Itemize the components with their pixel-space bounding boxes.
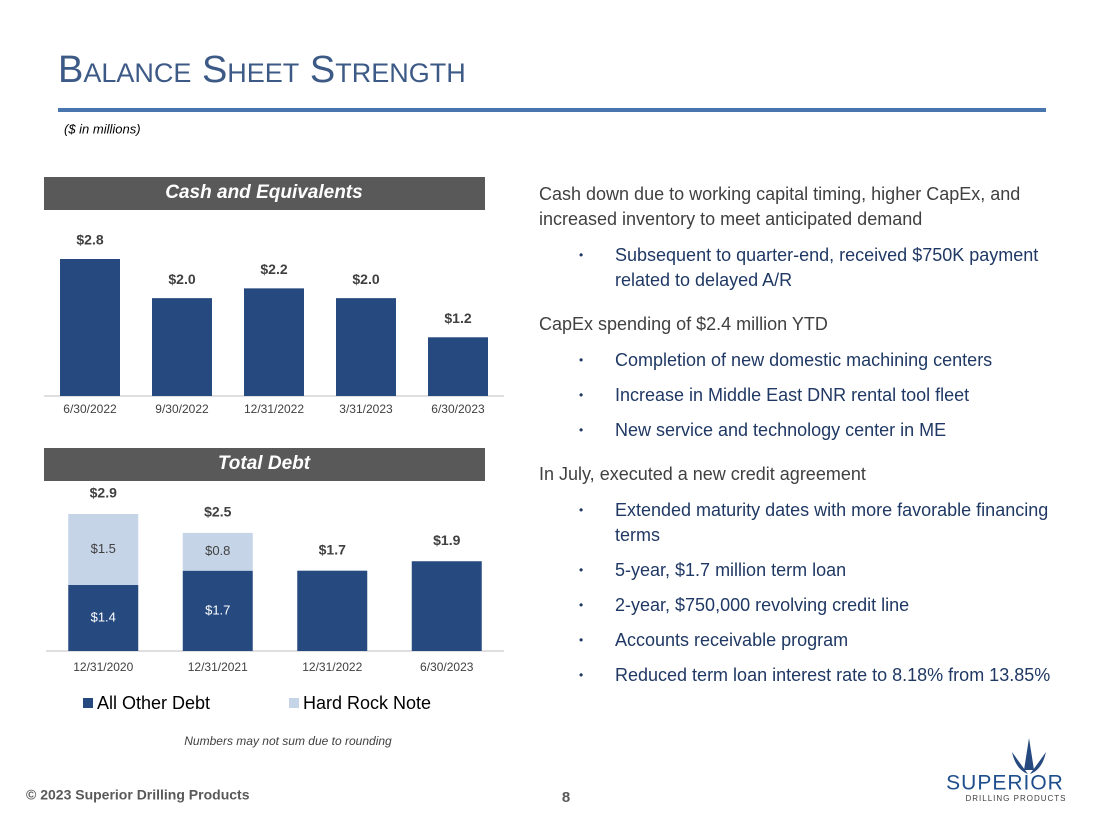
copyright: © 2023 Superior Drilling Products	[26, 787, 250, 803]
value-label: $2.0	[168, 271, 195, 287]
bar-segment	[297, 570, 368, 651]
logo-name: SUPERIOR	[946, 772, 1064, 795]
bar	[428, 337, 488, 396]
bullet: Subsequent to quarter-end, received $750…	[539, 243, 1055, 293]
bullet-list: Extended maturity dates with more favora…	[539, 498, 1069, 688]
title-rule	[58, 108, 1046, 112]
legend-label: All Other Debt	[97, 693, 210, 713]
total-label: $1.7	[319, 541, 346, 557]
x-tick-label: 6/30/2023	[431, 402, 485, 416]
bullet: Reduced term loan interest rate to 8.18%…	[539, 663, 1055, 688]
segment-label: $1.7	[205, 602, 230, 617]
segment-label: $1.5	[91, 541, 116, 556]
legend-swatch	[83, 698, 93, 708]
chart-header	[44, 448, 485, 481]
bullet-list: Subsequent to quarter-end, received $750…	[539, 243, 1069, 293]
subtitle: ($ in millions)	[64, 121, 141, 136]
total-label: $2.5	[204, 504, 231, 520]
slide-title: Balance Sheet Strength	[58, 49, 466, 91]
body-text: Cash down due to working capital timing,…	[539, 182, 1069, 707]
legend-swatch	[289, 698, 299, 708]
chart-title: Cash and Equivalents	[165, 182, 362, 203]
bar-segment	[68, 584, 139, 651]
bullet: 2-year, $750,000 revolving credit line	[539, 593, 1055, 618]
x-tick-label: 12/31/2021	[188, 660, 248, 674]
bar-segment	[411, 561, 482, 651]
bullet: Increase in Middle East DNR rental tool …	[539, 383, 1055, 408]
bar	[60, 259, 120, 396]
bar	[152, 298, 212, 396]
paragraph: Cash down due to working capital timing,…	[539, 184, 1021, 229]
value-label: $2.8	[76, 232, 103, 248]
value-label: $2.2	[260, 261, 287, 277]
chart-header	[44, 177, 485, 210]
segment-label: $0.8	[205, 543, 230, 558]
bullet: Accounts receivable program	[539, 628, 1055, 653]
paragraph: CapEx spending of $2.4 million YTD	[539, 314, 828, 334]
bullet-list: Completion of new domestic machining cen…	[539, 348, 1069, 443]
page-number: 8	[562, 789, 570, 806]
logo-tagline: DRILLING PRODUCTS	[965, 794, 1066, 803]
x-tick-label: 12/31/2022	[302, 660, 362, 674]
logo-icon	[1012, 738, 1046, 774]
bar-segment	[68, 514, 139, 585]
bar	[244, 288, 304, 396]
x-tick-label: 3/31/2023	[339, 402, 393, 416]
x-tick-label: 6/30/2022	[63, 402, 117, 416]
x-tick-label: 12/31/2020	[73, 660, 133, 674]
total-label: $2.9	[90, 485, 117, 501]
bullet: Extended maturity dates with more favora…	[539, 498, 1055, 548]
chart-note: Numbers may not sum due to rounding	[184, 734, 392, 748]
x-tick-label: 12/31/2022	[244, 402, 304, 416]
x-tick-label: 9/30/2022	[155, 402, 209, 416]
value-label: $2.0	[352, 271, 379, 287]
bullet: 5-year, $1.7 million term loan	[539, 558, 1055, 583]
value-label: $1.2	[444, 310, 471, 326]
bullet: Completion of new domestic machining cen…	[539, 348, 1055, 373]
segment-label: $1.4	[91, 609, 116, 624]
legend-label: Hard Rock Note	[303, 693, 431, 713]
chart-title: Total Debt	[218, 453, 311, 474]
bullet: New service and technology center in ME	[539, 418, 1055, 443]
total-label: $1.9	[433, 532, 460, 548]
x-tick-label: 6/30/2023	[420, 660, 474, 674]
bar-segment	[182, 532, 253, 571]
paragraph: In July, executed a new credit agreement	[539, 464, 866, 484]
bar	[336, 298, 396, 396]
bar-segment	[182, 570, 253, 651]
